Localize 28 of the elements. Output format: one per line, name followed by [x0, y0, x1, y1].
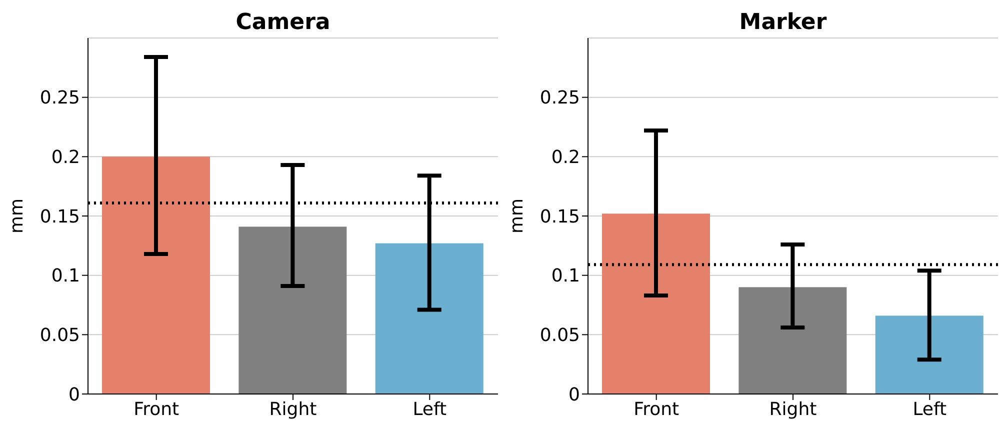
bar [875, 316, 984, 394]
chart-title: Camera [234, 10, 332, 35]
x-tick-label: Front [634, 398, 680, 420]
bar [602, 214, 710, 394]
x-tick-label: Right [269, 398, 317, 420]
x-tick-label: Left [412, 398, 447, 420]
y-tick-label: 0.1 [551, 266, 580, 287]
y-tick-label: 0.2 [551, 147, 580, 168]
y-tick-label: 0.15 [540, 206, 580, 228]
x-tick-label: Left [912, 398, 947, 420]
chart-title: Marker [738, 10, 828, 35]
y-tick-label: 0.1 [51, 266, 80, 287]
y-axis-title: mm [506, 198, 528, 234]
bar [738, 287, 847, 394]
y-tick-label: 0.15 [40, 206, 80, 228]
x-tick-label: Right [769, 398, 817, 420]
y-axis-title: mm [6, 198, 28, 234]
bar [238, 226, 347, 394]
y-tick-label: 0.25 [540, 88, 580, 109]
y-tick-label: 0 [68, 384, 80, 406]
y-tick-label: 0.05 [540, 325, 580, 346]
y-tick-label: 0.25 [40, 88, 80, 109]
y-tick-label: 0.2 [51, 147, 80, 168]
bar [375, 243, 484, 394]
bar [102, 156, 210, 394]
y-tick-label: 0 [568, 384, 580, 406]
y-tick-label: 0.05 [40, 325, 80, 346]
x-tick-label: Front [134, 398, 180, 420]
